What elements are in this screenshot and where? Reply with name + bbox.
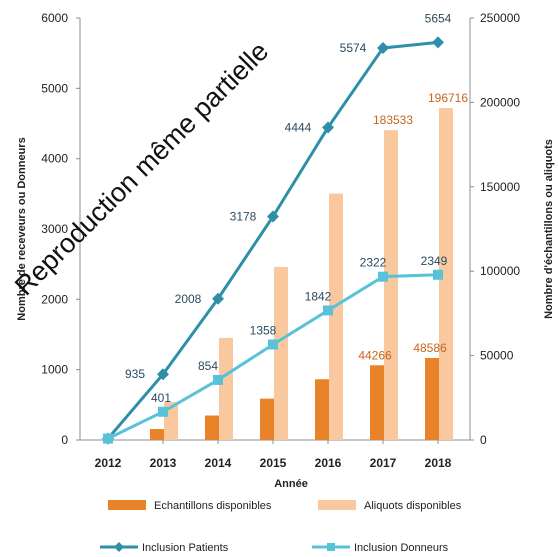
marker-patients [322,121,334,134]
y-left-tick-label: 1000 [41,363,68,377]
bar-echantillons [370,365,384,440]
marker-patients [212,292,224,305]
bar-aliquots [329,193,343,440]
marker-donneurs [213,374,223,385]
y-right-tick-label: 50000 [480,349,514,363]
bar-value-label: 183533 [373,113,413,127]
watermark: Reproduction même partielle [9,36,274,301]
y-right-tick-label: 100000 [480,264,520,278]
bar-echantillons [150,429,164,440]
legend-label: Echantillons disponibles [154,500,272,512]
y-left-tick-label: 5000 [41,81,68,95]
x-tick-label: 2014 [205,456,232,470]
bar-aliquots [439,107,453,440]
line-value-label: 1842 [305,289,332,303]
marker-patients [377,41,389,54]
marker-donneurs [103,433,113,444]
bar-value-label: 196716 [428,91,468,105]
y-right-tick-label: 250000 [480,11,520,25]
y-axis-right-title: Nombre d'échantillons ou aliquots [543,139,555,319]
line-value-label: 5654 [425,11,452,25]
marker-donneurs [268,339,278,350]
y-left-tick-label: 0 [61,433,68,447]
y-right-tick-label: 0 [480,433,487,447]
line-value-label: 2008 [175,292,202,306]
line-value-label: 1358 [250,323,277,337]
x-tick-label: 2018 [425,456,452,470]
marker-patients [432,36,444,49]
bar-value-label: 48586 [413,341,447,355]
y-left-tick-label: 2000 [41,292,68,306]
line-value-label: 2349 [421,254,448,268]
line-value-label: 5574 [340,41,367,55]
marker-donneurs [323,305,333,316]
line-value-label: 401 [151,391,171,405]
x-tick-label: 2013 [150,456,177,470]
x-tick-label: 2015 [260,456,287,470]
y-right-tick-label: 150000 [480,180,520,194]
bar-echantillons [425,357,439,440]
bar-aliquots [384,130,398,440]
legend-marker [114,542,124,552]
legend-label: Inclusion Donneurs [354,542,449,554]
legend-label: Inclusion Patients [142,542,229,554]
bar-value-label: 44266 [358,348,392,362]
bar-echantillons [205,415,219,440]
bar-aliquots [274,266,288,440]
marker-patients [157,368,169,381]
marker-donneurs [158,406,168,417]
legend-marker [327,543,335,551]
y-left-tick-label: 3000 [41,222,68,236]
marker-patients [267,210,279,223]
bar-echantillons [315,379,329,440]
bar-aliquots [219,337,233,440]
x-tick-label: 2016 [315,456,342,470]
line-value-label: 3178 [230,209,257,223]
line-value-label: 2322 [360,256,387,270]
legend-swatch [108,500,146,510]
legend-label: Aliquots disponibles [364,500,462,512]
legend-swatch [318,500,356,510]
y-axis-left-title: Nombre de receveurs ou Donneurs [16,137,28,320]
marker-donneurs [433,269,443,280]
y-left-tick-label: 4000 [41,152,68,166]
marker-donneurs [378,271,388,282]
line-value-label: 935 [125,367,145,381]
y-right-tick-label: 200000 [480,95,520,109]
x-tick-label: 2017 [370,456,397,470]
bar-echantillons [260,398,274,440]
line-value-label: 4444 [285,120,312,134]
x-tick-label: 2012 [95,456,122,470]
x-axis-title: Année [274,478,308,490]
y-left-tick-label: 6000 [41,11,68,25]
line-value-label: 854 [198,359,218,373]
